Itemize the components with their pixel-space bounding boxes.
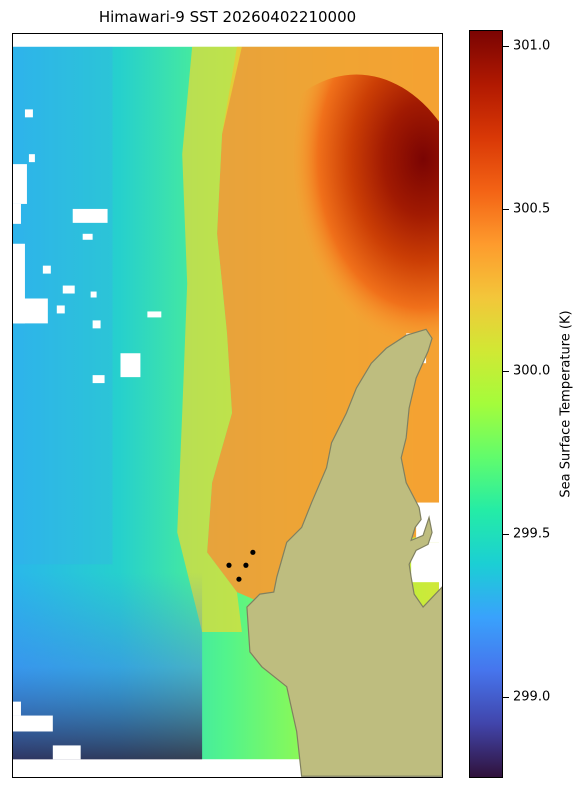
colorbar-tick-mark [503,46,509,48]
chart-title: Himawari-9 SST 20260402210000 [98,8,357,26]
station-marker [226,562,232,568]
colorbar-tick-mark [503,534,509,536]
colorbar-tick-label: 299.5 [513,526,551,542]
sst-cool-southwest [13,572,203,762]
colorbar-tick-label: 299.0 [513,689,551,705]
missing-data-cells [13,109,440,760]
colorbar [469,30,503,778]
station-marker [236,576,242,582]
colorbar-tick-mark [503,208,509,210]
map-plot-area [12,33,443,778]
land-mass [246,328,442,777]
no-data-bottom [13,759,302,777]
colorbar-tick-label: 300.0 [513,363,551,379]
sst-transition-band [177,46,242,632]
sst-map [13,34,442,777]
no-data-top [13,34,442,47]
no-data-right [439,34,442,777]
sst-warm-core [236,74,442,413]
colorbar-tick-label: 301.0 [513,38,551,54]
colorbar-tick-mark [503,696,509,698]
colorbar-label: Sea Surface Temperature (K) [558,310,574,498]
colorbar-tick-label: 300.5 [513,201,551,217]
station-markers [226,549,256,582]
colorbar-tick-mark [503,371,509,373]
station-marker [250,549,256,555]
station-marker [243,562,249,568]
